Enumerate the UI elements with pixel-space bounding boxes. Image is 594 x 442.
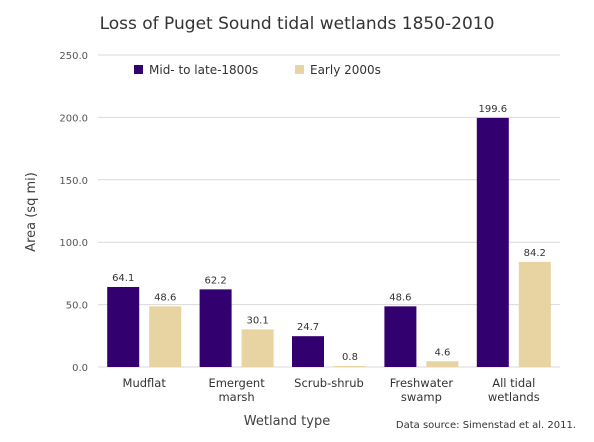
bar: [476, 117, 509, 367]
data-label: 0.8: [342, 352, 358, 363]
legend-label: Mid- to late-1800s: [149, 63, 258, 77]
data-label: 64.1: [112, 273, 134, 284]
category-label: All tidal wetlands: [488, 376, 540, 404]
category-label: Freshwater swamp: [390, 376, 454, 404]
legend-swatch: [295, 65, 304, 74]
category-label: Emergent marsh: [208, 376, 265, 404]
bar: [292, 336, 324, 367]
legend-swatch: [134, 65, 143, 74]
x-axis-title: Wetland type: [244, 414, 330, 429]
data-label: 84.2: [524, 248, 546, 259]
y-axis-title: Area (sq mi): [24, 172, 39, 252]
y-tick-label: 250.0: [59, 51, 88, 62]
bar: [199, 289, 232, 367]
y-tick-label: 50.0: [66, 301, 88, 312]
category-label: Mudflat: [123, 376, 167, 390]
data-label: 48.6: [389, 292, 411, 303]
bar: [241, 329, 274, 367]
bar: [384, 306, 417, 367]
chart-title: Loss of Puget Sound tidal wetlands 1850-…: [100, 14, 495, 34]
bar: [107, 287, 140, 367]
category-label: Scrub-shrub: [294, 376, 364, 390]
source-note: Data source: Simenstad et al. 2011.: [396, 420, 576, 431]
data-label: 62.2: [204, 275, 226, 286]
data-labels: 64.1 48.6 62.2 30.1 24.7 0.8 48.6 4.6 199.6 84.2: [112, 104, 546, 363]
x-axis: Mudflat Emergent marsh Scrub-shrub Freshwate…: [123, 376, 540, 404]
y-tick-label: 0.0: [72, 363, 88, 374]
y-tick-label: 200.0: [59, 113, 88, 124]
data-label: 24.7: [297, 322, 319, 333]
data-label: 30.1: [246, 315, 268, 326]
y-tick-label: 150.0: [59, 176, 88, 187]
data-label: 4.6: [434, 347, 450, 358]
y-axis: 0.0 50.0 100.0 150.0 200.0 250.0: [59, 51, 88, 374]
bar: [334, 366, 366, 367]
data-label: 48.6: [154, 292, 176, 303]
bar: [426, 361, 459, 367]
legend: Mid- to late-1800s Early 2000s: [134, 63, 381, 77]
legend-label: Early 2000s: [310, 63, 381, 77]
bar: [149, 306, 182, 367]
data-label: 199.6: [478, 104, 507, 115]
bars: [107, 117, 551, 367]
y-tick-label: 100.0: [59, 238, 88, 249]
bar: [518, 261, 551, 367]
